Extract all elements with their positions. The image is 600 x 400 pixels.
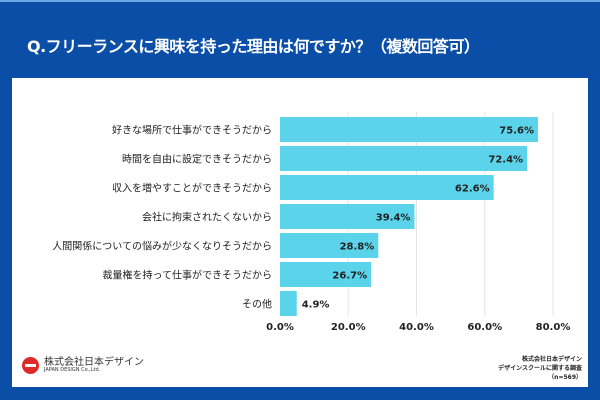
data-label: 62.6%	[455, 184, 490, 195]
chart-title: Q.フリーランスに興味を持った理由は何ですか？（複数回答可）	[27, 37, 480, 56]
bar	[280, 291, 297, 316]
logo-jp-text: 株式会社日本デザイン	[44, 357, 144, 368]
bar	[280, 117, 538, 142]
x-tick-label: 0.0%	[266, 322, 294, 333]
source-line-1: 株式会社日本デザイン	[521, 356, 582, 363]
x-tick-label: 20.0%	[331, 322, 366, 333]
bar	[280, 233, 379, 258]
x-tick-label: 80.0%	[536, 322, 571, 333]
category-label: 裁量権を持って仕事ができそうだから	[103, 269, 273, 282]
data-label: 39.4%	[376, 213, 411, 224]
company-logo: 株式会社日本デザイン JAPAN DESIGN Co.,Ltd.	[22, 357, 144, 374]
data-label: 75.6%	[499, 126, 534, 137]
data-label: 72.4%	[488, 155, 523, 166]
category-label: 収入を増やすことができそうだから	[112, 182, 272, 195]
bar	[280, 175, 494, 200]
data-label: 4.9%	[302, 300, 330, 311]
data-label: 26.7%	[332, 271, 367, 282]
bar	[280, 204, 415, 229]
bar	[280, 146, 528, 171]
bar	[280, 262, 372, 287]
source-line-3: （n=569）	[548, 374, 582, 381]
source-line-2: デザインスクールに関する調査	[498, 365, 582, 372]
x-tick-label: 60.0%	[467, 322, 502, 333]
x-tick-label: 40.0%	[399, 322, 434, 333]
category-label: 人間関係についての悩みが少なくなりそうだから	[52, 240, 272, 253]
top-border	[0, 0, 600, 2]
logo-icon	[22, 357, 39, 374]
data-label: 28.8%	[340, 242, 375, 253]
logo-en-text: JAPAN DESIGN Co.,Ltd.	[44, 367, 101, 373]
category-label: その他	[242, 298, 272, 311]
source-note: 株式会社日本デザイン デザインスクールに関する調査 （n=569）	[498, 355, 582, 382]
category-label: 好きな場所で仕事ができそうだから	[112, 124, 272, 137]
category-label: 時間を自由に設定できそうだから	[122, 153, 272, 166]
category-label: 会社に拘束されたくないから	[142, 211, 272, 224]
